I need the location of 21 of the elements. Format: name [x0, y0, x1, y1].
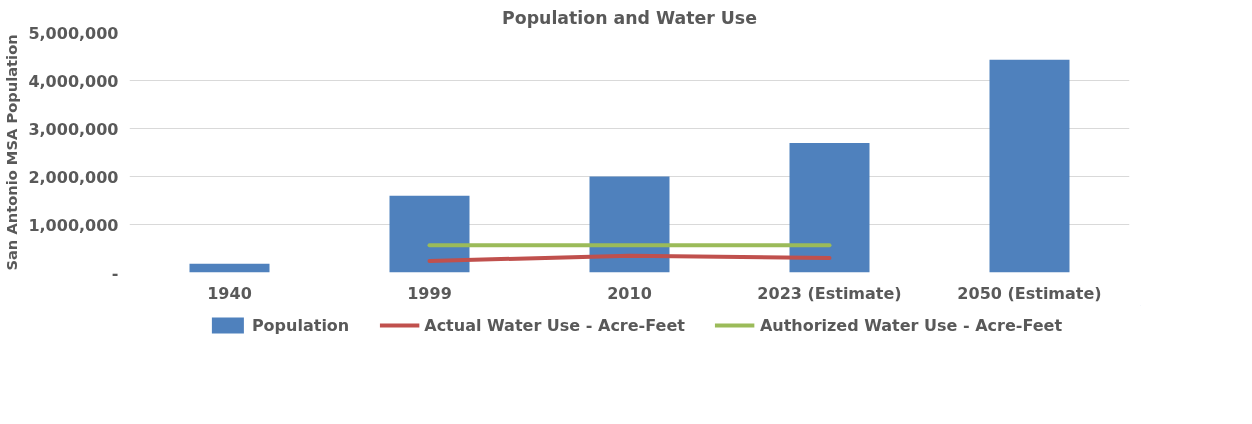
y-tick-label: - — [111, 263, 119, 283]
bar — [189, 263, 270, 273]
bar — [389, 195, 470, 273]
bar — [589, 176, 670, 273]
x-tick-label: 2010 — [607, 283, 652, 303]
x-tick-label: 2023 (Estimate) — [757, 283, 902, 303]
x-tick-label: 1940 — [207, 283, 252, 303]
y-axis-title: San Antonio MSA Population — [3, 34, 21, 271]
y-tick-label: 3,000,000 — [28, 119, 119, 139]
y-tick-label: 1,000,000 — [28, 215, 119, 235]
x-tick-label: 2050 (Estimate) — [957, 283, 1102, 303]
y-tick-label: 4,000,000 — [28, 71, 119, 91]
chart-title: Population and Water Use — [502, 7, 757, 28]
x-tick-label: 1999 — [407, 283, 452, 303]
bar — [989, 59, 1070, 273]
y-tick-label: 5,000,000 — [28, 23, 119, 43]
bar — [789, 142, 870, 273]
legend-label: Population — [251, 315, 350, 335]
y-tick-label: 2,000,000 — [28, 167, 119, 187]
legend-label: Actual Water Use - Acre-Feet — [424, 315, 685, 335]
legend-label: Authorized Water Use - Acre-Feet — [759, 315, 1063, 335]
